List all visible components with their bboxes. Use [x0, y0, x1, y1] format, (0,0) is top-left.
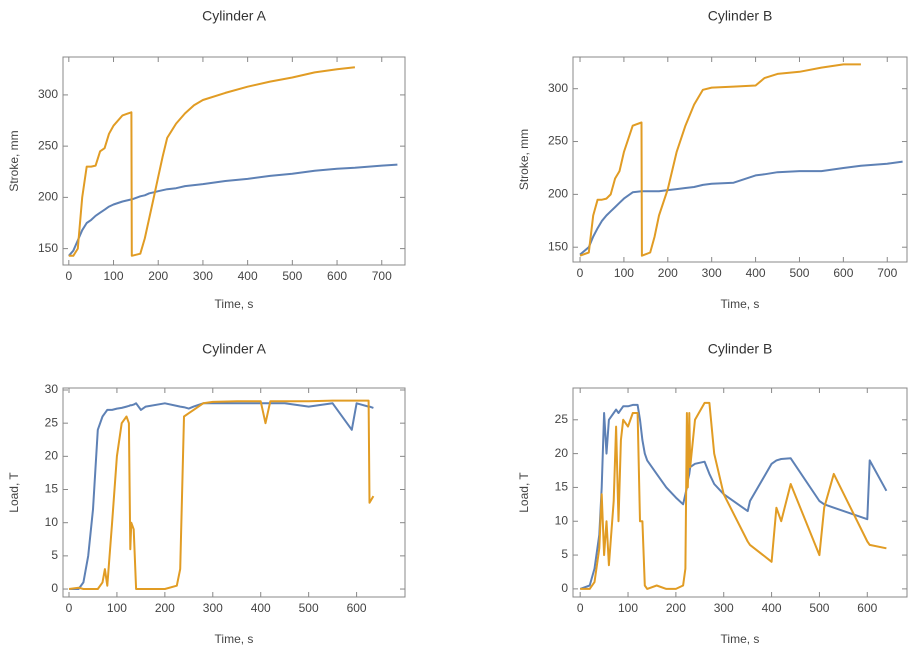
x-tick-label: 400 [251, 601, 271, 615]
y-tick-label: 5 [561, 547, 568, 561]
plot-area [68, 399, 375, 590]
x-tick-label: 300 [203, 601, 223, 615]
x-axis-label: Time, s [721, 632, 760, 646]
y-axis-label: Stroke, mm [7, 130, 21, 191]
x-axis-label: Time, s [215, 632, 254, 646]
y-tick-label: 10 [45, 515, 59, 529]
y-axis-label: Load, T [517, 472, 531, 513]
x-tick-label: 600 [833, 266, 853, 280]
data-line [68, 66, 356, 257]
x-tick-label: 200 [155, 601, 175, 615]
y-tick-label: 25 [555, 412, 569, 426]
y-tick-label: 250 [548, 134, 568, 148]
x-tick-label: 200 [148, 269, 168, 283]
x-tick-label: 700 [372, 269, 392, 283]
y-tick-label: 10 [555, 513, 569, 527]
x-tick-label: 400 [746, 266, 766, 280]
y-tick-label: 250 [38, 138, 58, 152]
x-axis-label: Time, s [721, 297, 760, 311]
y-tick-label: 30 [45, 382, 59, 396]
frame [62, 56, 406, 266]
y-tick-label: 200 [38, 190, 58, 204]
x-tick-label: 100 [107, 601, 127, 615]
y-tick-label: 5 [51, 548, 58, 562]
x-tick-label: 100 [618, 601, 638, 615]
x-axis-label: Time, s [215, 297, 254, 311]
chart-title: Cylinder B [708, 8, 773, 24]
x-tick-label: 500 [789, 266, 809, 280]
x-tick-label: 600 [327, 269, 347, 283]
data-line [580, 401, 887, 590]
x-tick-label: 500 [809, 601, 829, 615]
x-tick-label: 700 [877, 266, 897, 280]
y-tick-label: 25 [45, 415, 59, 429]
plot-area [68, 66, 398, 257]
x-tick-label: 500 [282, 269, 302, 283]
data-line [579, 63, 861, 257]
x-tick-label: 300 [193, 269, 213, 283]
x-tick-label: 100 [104, 269, 124, 283]
y-tick-label: 15 [45, 482, 59, 496]
data-line [579, 403, 888, 590]
frame [62, 387, 406, 598]
y-tick-label: 150 [38, 241, 58, 255]
x-tick-label: 100 [614, 266, 634, 280]
x-tick-label: 500 [299, 601, 319, 615]
x-tick-label: 0 [66, 601, 73, 615]
x-tick-label: 600 [347, 601, 367, 615]
x-tick-label: 0 [577, 266, 584, 280]
data-line [579, 160, 903, 256]
y-tick-label: 0 [51, 581, 58, 595]
x-tick-label: 400 [238, 269, 258, 283]
data-line [68, 399, 375, 590]
data-line [69, 402, 374, 590]
y-tick-label: 15 [555, 480, 569, 494]
chart-title: Cylinder B [708, 341, 773, 357]
y-tick-label: 0 [561, 581, 568, 595]
chart-title: Cylinder A [202, 8, 266, 24]
x-tick-label: 400 [762, 601, 782, 615]
x-tick-label: 300 [702, 266, 722, 280]
x-tick-label: 0 [577, 601, 584, 615]
y-tick-label: 20 [45, 449, 59, 463]
y-tick-label: 300 [38, 87, 58, 101]
frame [572, 56, 908, 263]
y-axis-label: Load, T [7, 472, 21, 513]
y-tick-label: 300 [548, 81, 568, 95]
data-line [68, 163, 398, 257]
x-tick-label: 600 [857, 601, 877, 615]
y-tick-label: 200 [548, 187, 568, 201]
x-tick-label: 200 [658, 266, 678, 280]
y-tick-label: 150 [548, 239, 568, 253]
y-tick-label: 20 [555, 446, 569, 460]
y-axis-label: Stroke, mm [517, 129, 531, 190]
x-tick-label: 200 [666, 601, 686, 615]
x-tick-label: 0 [65, 269, 72, 283]
frame [572, 387, 908, 598]
plot-area [579, 63, 903, 257]
chart-title: Cylinder A [202, 341, 266, 357]
plot-area [579, 401, 888, 590]
x-tick-label: 300 [714, 601, 734, 615]
